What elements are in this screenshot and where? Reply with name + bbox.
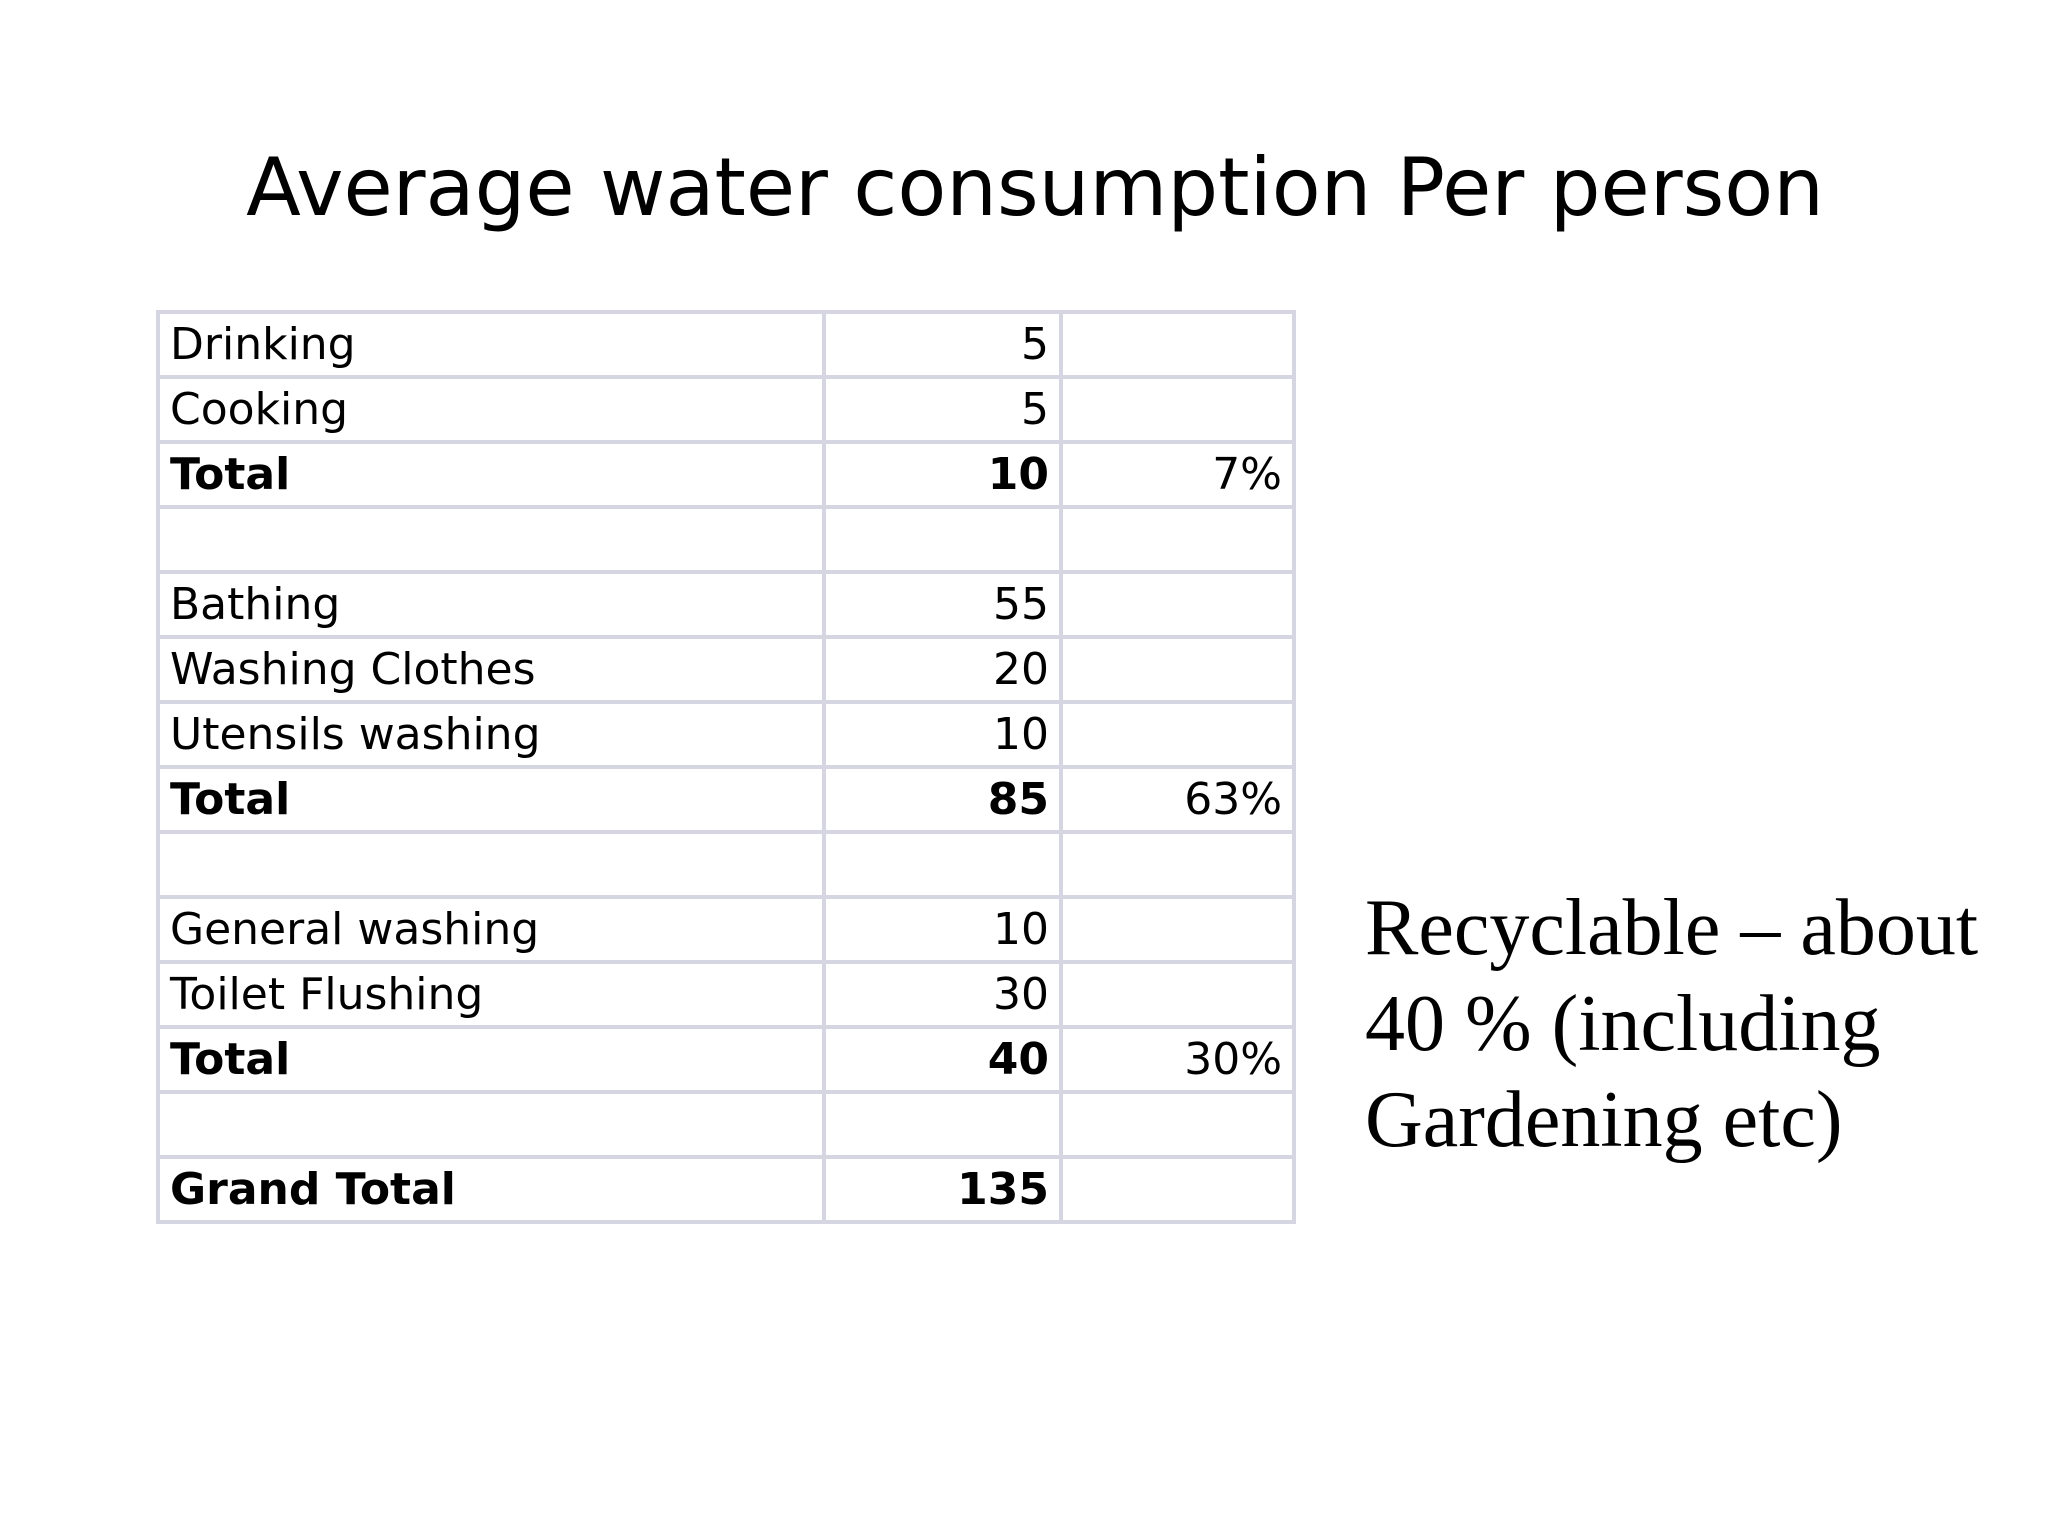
row-percent (1059, 310, 1296, 379)
table-body: Drinking 5 Cooking 5 Total 10 7% Bathing… (156, 310, 1296, 1224)
table-row-grand-total: Grand Total 135 (156, 1155, 1296, 1224)
row-percent (1059, 895, 1296, 964)
table-row-cooking: Cooking 5 (156, 375, 1296, 444)
row-percent: 30% (1059, 1025, 1296, 1094)
row-value: 85 (822, 765, 1063, 834)
table-row-drinking: Drinking 5 (156, 310, 1296, 379)
table-row-total-washing: Total 85 63% (156, 765, 1296, 834)
row-value: 20 (822, 635, 1063, 704)
row-label: Utensils washing (156, 700, 826, 769)
row-value: 10 (822, 895, 1063, 964)
row-value: 5 (822, 310, 1063, 379)
row-value: 135 (822, 1155, 1063, 1224)
row-percent (1059, 570, 1296, 639)
row-label: Total (156, 440, 826, 509)
row-value: 10 (822, 440, 1063, 509)
table-row-spacer (156, 505, 1296, 574)
row-percent (1059, 1155, 1296, 1224)
row-percent: 63% (1059, 765, 1296, 834)
row-label: Washing Clothes (156, 635, 826, 704)
row-value (822, 505, 1063, 574)
row-value: 55 (822, 570, 1063, 639)
table-row-spacer (156, 830, 1296, 899)
row-percent (1059, 375, 1296, 444)
row-value: 10 (822, 700, 1063, 769)
row-percent: 7% (1059, 440, 1296, 509)
row-value (822, 1090, 1063, 1159)
row-label (156, 505, 826, 574)
row-label: General washing (156, 895, 826, 964)
row-value: 5 (822, 375, 1063, 444)
row-label: Drinking (156, 310, 826, 379)
table-row-total-other: Total 40 30% (156, 1025, 1296, 1094)
row-percent (1059, 505, 1296, 574)
row-label: Cooking (156, 375, 826, 444)
table-row-total-consumption: Total 10 7% (156, 440, 1296, 509)
row-label: Total (156, 1025, 826, 1094)
row-label: Bathing (156, 570, 826, 639)
row-label (156, 1090, 826, 1159)
water-consumption-table: Drinking 5 Cooking 5 Total 10 7% Bathing… (156, 310, 1296, 1224)
row-value (822, 830, 1063, 899)
row-percent (1059, 700, 1296, 769)
row-label: Total (156, 765, 826, 834)
row-percent (1059, 830, 1296, 899)
table-row-utensils-washing: Utensils washing 10 (156, 700, 1296, 769)
table-row-bathing: Bathing 55 (156, 570, 1296, 639)
row-label: Toilet Flushing (156, 960, 826, 1029)
row-value: 30 (822, 960, 1063, 1029)
table-row-spacer (156, 1090, 1296, 1159)
row-percent (1059, 1090, 1296, 1159)
table-row-washing-clothes: Washing Clothes 20 (156, 635, 1296, 704)
row-percent (1059, 960, 1296, 1029)
row-value: 40 (822, 1025, 1063, 1094)
row-percent (1059, 635, 1296, 704)
recyclable-note: Recyclable – about 40 % (including Garde… (1365, 884, 1979, 1164)
slide-title: Average water consumption Per person (246, 141, 1824, 234)
row-label: Grand Total (156, 1155, 826, 1224)
row-label (156, 830, 826, 899)
table-row-toilet-flushing: Toilet Flushing 30 (156, 960, 1296, 1029)
table-row-general-washing: General washing 10 (156, 895, 1296, 964)
